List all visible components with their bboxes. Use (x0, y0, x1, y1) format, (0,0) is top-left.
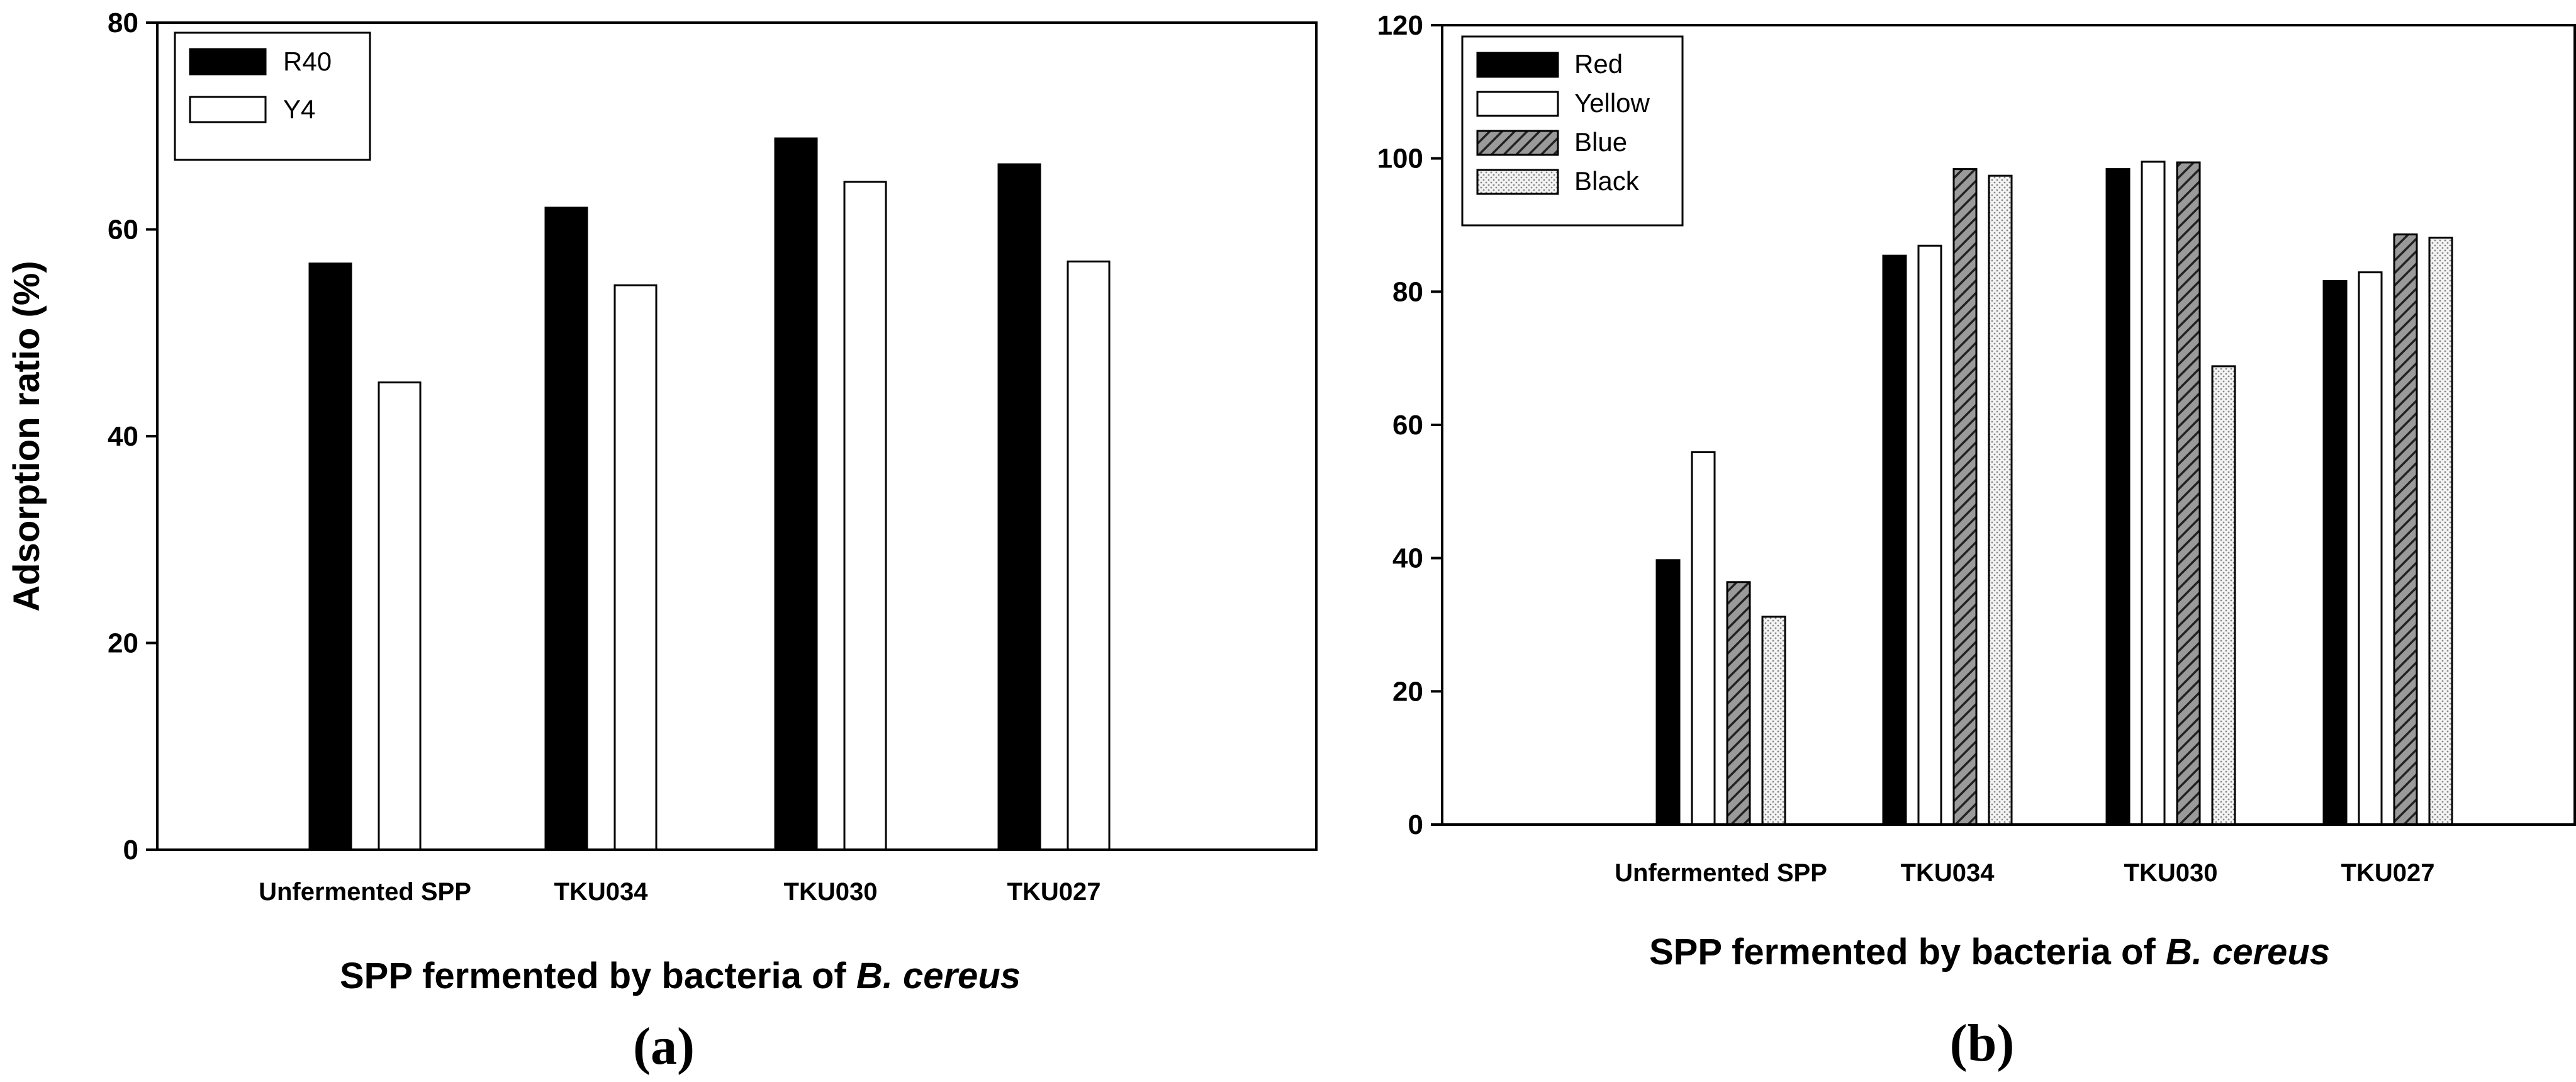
chart-b-y-tick-label: 80 (1392, 276, 1423, 307)
chart-b-bar-red (2105, 168, 2131, 826)
chart-b-category-label: Unfermented SPP (1615, 859, 1827, 887)
chart-b-legend: Red Yellow Blue Black (1461, 35, 1684, 227)
chart-b-bar-red (2322, 279, 2348, 826)
chart-a-bar-y4 (378, 381, 422, 851)
chart-b-bar-yellow (2358, 271, 2383, 826)
chart-b-bar-blue (1952, 168, 1978, 826)
chart-b-bar-yellow (1691, 451, 1716, 826)
chart-a-bar-y4 (843, 181, 887, 851)
chart-a-y-tick-label: 60 (108, 215, 138, 245)
chart-b-y-tick-label: 60 (1392, 410, 1423, 441)
chart-a-panel-label: (a) (633, 1017, 695, 1076)
chart-a-legend-swatch (189, 96, 267, 123)
chart-b-bar-black (2428, 237, 2453, 826)
chart-a-y-tick-label: 40 (108, 421, 138, 452)
chart-b-y-axis: 0 20 40 60 80 100 120 (1377, 10, 1442, 840)
chart-a-y-axis-label: Adsorption ratio (%) (6, 261, 47, 611)
chart-a-category-label: TKU034 (554, 878, 649, 906)
chart-b-legend-swatch (1476, 169, 1559, 195)
chart-a-legend-label: Y4 (283, 94, 315, 124)
chart-b-bar-blue (2176, 161, 2201, 826)
chart-b-legend-label: Red (1574, 49, 1623, 79)
chart-a-x-axis-label-species: B. cereus (856, 955, 1021, 996)
chart-b-legend-label: Blue (1574, 127, 1627, 157)
chart-b: 0 20 40 60 80 100 120 Unfermented SPP TKU034 TKU… (1377, 10, 2576, 1073)
chart-a-bar-r40 (544, 206, 588, 851)
chart-a-bar-r40 (308, 262, 352, 851)
chart-b-y-tick-label: 100 (1377, 144, 1423, 174)
chart-b-bar-red (1882, 254, 1907, 826)
chart-a-legend-label: R40 (283, 47, 332, 76)
chart-a-bar-r40 (997, 163, 1041, 851)
chart-a-y-tick-label: 0 (123, 835, 138, 865)
chart-a-y-tick-label: 20 (108, 628, 138, 659)
chart-a: 0 20 40 60 80 Unfermented SPP TKU034 TKU030 TKU… (6, 8, 1318, 1076)
chart-b-legend-label: Black (1574, 166, 1640, 196)
chart-b-bar-blue (1726, 581, 1751, 826)
chart-a-x-axis-label-main: SPP fermented by bacteria of (340, 955, 846, 996)
chart-b-bar-black (2211, 365, 2236, 826)
chart-b-category-label: TKU034 (1901, 859, 1995, 887)
chart-b-y-tick-label: 120 (1377, 10, 1423, 41)
chart-b-bars (1655, 161, 2453, 826)
chart-a-category-label: TKU027 (1007, 878, 1101, 906)
chart-b-legend-swatch (1476, 91, 1559, 117)
chart-a-bar-y4 (1067, 260, 1111, 851)
chart-a-bars (308, 137, 1111, 851)
chart-b-bar-blue (2393, 233, 2418, 826)
chart-a-bar-y4 (613, 284, 658, 851)
chart-b-bar-black (1761, 616, 1786, 826)
chart-b-x-axis-label: SPP fermented by bacteria of B. cereus (1649, 932, 2330, 972)
chart-b-bar-yellow (1917, 244, 1942, 826)
chart-a-legend-swatch (189, 48, 267, 76)
chart-a-y-tick-label: 80 (108, 8, 138, 38)
chart-a-legend: R40 Y4 (174, 31, 371, 161)
chart-a-x-axis-label: SPP fermented by bacteria of B. cereus (340, 955, 1021, 996)
chart-b-legend-swatch (1476, 130, 1559, 156)
chart-a-x-axis: Unfermented SPP TKU034 TKU030 TKU027 (259, 878, 1100, 906)
chart-b-x-axis: Unfermented SPP TKU034 TKU030 TKU027 (1615, 859, 2434, 887)
chart-b-bar-red (1655, 559, 1681, 826)
chart-a-category-label: Unfermented SPP (259, 878, 471, 906)
chart-b-bar-yellow (2141, 161, 2166, 826)
chart-b-bar-black (1988, 174, 2013, 826)
chart-b-legend-label: Yellow (1574, 88, 1650, 118)
chart-b-category-label: TKU027 (2341, 859, 2435, 887)
chart-b-legend-swatch (1476, 52, 1559, 78)
chart-a-y-axis: 0 20 40 60 80 (108, 8, 157, 865)
chart-b-y-tick-label: 20 (1392, 676, 1423, 707)
chart-a-bar-r40 (774, 137, 818, 851)
chart-b-y-tick-label: 0 (1408, 809, 1423, 840)
chart-b-x-axis-label-main: SPP fermented by bacteria of (1649, 932, 2156, 972)
chart-a-category-label: TKU030 (784, 878, 878, 906)
chart-b-y-tick-label: 40 (1392, 543, 1423, 574)
chart-b-category-label: TKU030 (2124, 859, 2218, 887)
chart-b-panel-label: (b) (1950, 1014, 2015, 1073)
chart-b-x-axis-label-species: B. cereus (2166, 932, 2330, 972)
